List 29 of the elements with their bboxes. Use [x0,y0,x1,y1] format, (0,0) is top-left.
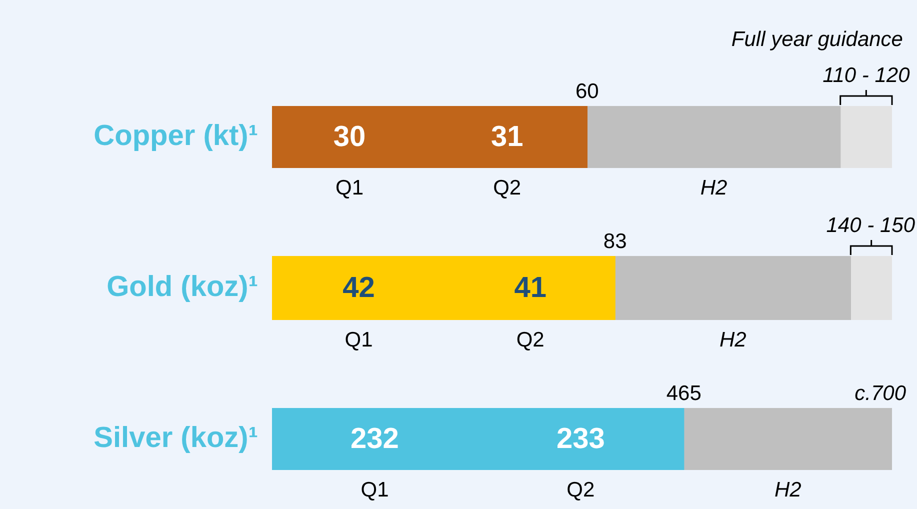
series-label: H2 [719,328,747,352]
series-label: Q2 [516,328,544,352]
annotation: 465 [666,382,702,405]
bar [850,256,892,320]
data-label: 30 [333,121,366,153]
annotation: 83 [603,230,627,253]
series-label: Q1 [360,478,389,502]
y-tick-label: Copper (kt)¹ [94,120,258,152]
y-tick-label: Silver (koz)¹ [94,422,258,454]
data-label: 42 [342,272,375,304]
series-label: Q1 [344,328,373,352]
annotation: 140 - 150 [826,214,916,237]
bar [586,106,841,168]
series-label: Q1 [335,176,364,200]
annotation: 110 - 120 [822,64,910,87]
y-tick-label: Gold (koz)¹ [106,271,258,303]
annotation: Full year guidance [731,28,903,51]
series-label: H2 [700,176,728,200]
bar [840,106,892,168]
series-label: H2 [774,478,802,502]
data-label: 232 [350,423,399,455]
series-label: Q2 [566,478,595,502]
data-label: 233 [556,423,605,455]
data-label: 41 [514,272,546,304]
bar [614,256,851,320]
annotation: 60 [575,80,599,103]
annotation: c.700 [854,382,906,405]
series-label: Q2 [493,176,522,200]
data-label: 31 [490,121,524,153]
